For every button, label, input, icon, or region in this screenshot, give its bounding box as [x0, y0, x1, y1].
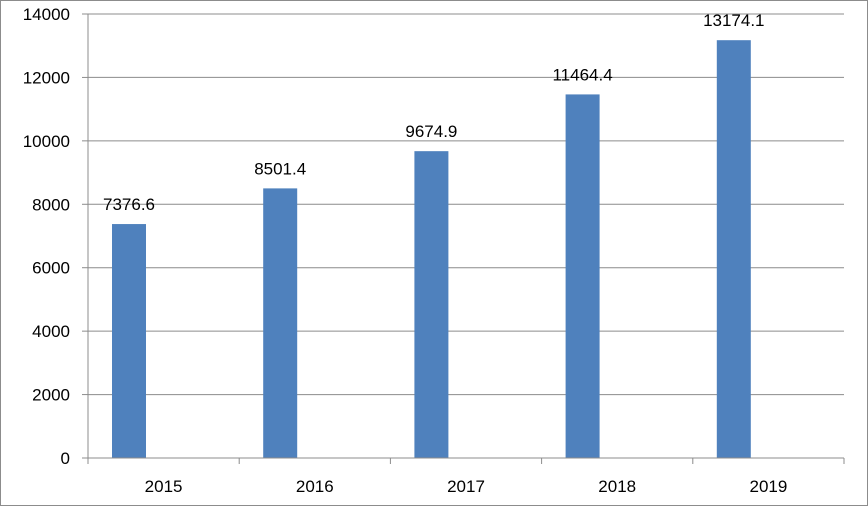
data-label-2018: 11464.4: [552, 65, 612, 84]
data-label-2016: 8501.4: [254, 159, 306, 178]
data-label-2017: 9674.9: [405, 122, 457, 141]
bar-2017: [414, 151, 449, 458]
y-tick-label: 2000: [32, 386, 70, 405]
y-tick-label: 4000: [32, 322, 70, 341]
x-axis-category-labels: 2015 2016 2017 2018 2019: [145, 477, 788, 496]
x-category-label: 2016: [296, 477, 334, 496]
bar-2019: [716, 40, 751, 458]
bar-series: [112, 40, 751, 459]
y-tick-label: 14000: [23, 5, 70, 24]
data-label-2015: 7376.6: [103, 195, 155, 214]
data-labels: 7376.6 8501.4 9674.9 11464.4 13174.1: [103, 11, 765, 214]
bar-2018: [565, 94, 600, 459]
data-label-2019: 13174.1: [703, 11, 764, 30]
y-tick-label: 10000: [23, 132, 70, 151]
bar-2015: [112, 224, 146, 458]
y-axis-tick-labels: 0 2000 4000 6000 8000 10000 12000 14000: [23, 5, 70, 468]
x-category-label: 2018: [598, 477, 636, 496]
x-category-label: 2019: [749, 477, 787, 496]
y-tick-label: 0: [61, 449, 70, 468]
y-tick-label: 8000: [32, 195, 70, 214]
x-category-label: 2017: [447, 477, 485, 496]
y-tick-label: 12000: [23, 68, 70, 87]
axes: [87, 14, 845, 464]
bar-2016: [263, 188, 298, 459]
y-tick-label: 6000: [32, 259, 70, 278]
x-category-label: 2015: [145, 477, 183, 496]
